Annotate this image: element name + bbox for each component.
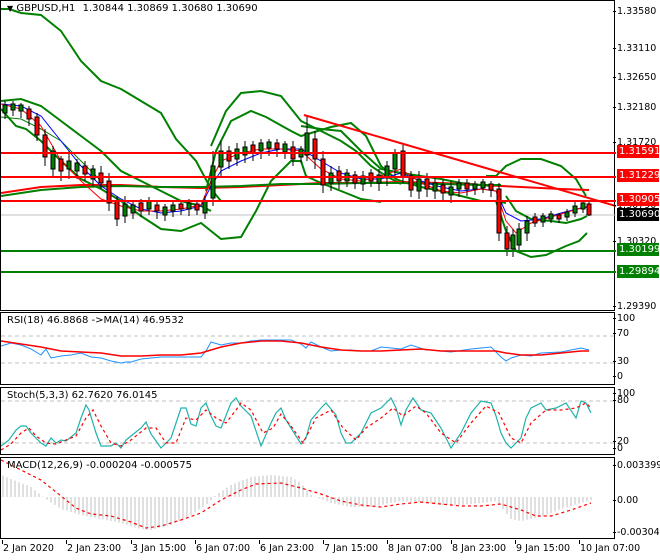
time-tick: 8 Jan 23:00 [452, 543, 507, 554]
time-tick: 9 Jan 15:00 [516, 543, 571, 554]
time-tick: 3 Jan 15:00 [132, 543, 187, 554]
macd-canvas [1, 459, 592, 530]
macd-pane[interactable]: MACD(12,26,9) -0.000204 -0.000575 [0, 457, 615, 539]
current-price-tag: 1.30690 [617, 208, 660, 221]
stochastic-pane[interactable]: Stoch(5,3,3) 62.7620 76.0145 [0, 387, 616, 455]
rsi-title: RSI(18) 46.8868 ->MA(14) 46.9532 [7, 315, 184, 326]
time-tick: 7 Jan 15:00 [324, 543, 379, 554]
time-tick: 6 Jan 07:00 [196, 543, 251, 554]
macd-tick: -0.003046 [613, 527, 660, 538]
stochastic-canvas [1, 396, 616, 451]
price-tick: 1.31720 [612, 137, 657, 148]
price-tick: 1.32180 [612, 102, 657, 113]
candles [2, 101, 592, 257]
rsi-axis: 100 70 30 0 [612, 312, 660, 385]
time-tick: 10 Jan 07:00 [580, 543, 641, 554]
price-chart-pane[interactable]: ▼ GBPUSD,H1 1.30844 1.30869 1.30680 1.30… [0, 0, 616, 311]
price-tick: 1.33110 [612, 43, 657, 54]
level-tag-resistance: 1.30905 [617, 193, 660, 206]
triangle-down-icon[interactable]: ▼ [7, 4, 14, 13]
price-chart-canvas [1, 8, 616, 273]
rsi-tick: 30 [612, 356, 630, 367]
rsi-tick: 100 [612, 313, 636, 324]
time-axis: 2 Jan 2020 2 Jan 23:00 3 Jan 15:00 6 Jan… [0, 540, 660, 560]
stoch-tick: 80 [612, 395, 630, 406]
time-tick: 6 Jan 23:00 [260, 543, 315, 554]
price-tick: 1.30320 [612, 236, 657, 247]
rsi-pane[interactable]: RSI(18) 46.8868 ->MA(14) 46.9532 [0, 312, 616, 385]
level-tag-support: 1.30199 [617, 243, 660, 256]
level-tag-support: 1.29894 [617, 265, 660, 278]
stoch-tick: 100 [612, 388, 636, 399]
stoch-tick: 0 [612, 443, 624, 454]
stoch-tick: 20 [612, 436, 630, 447]
stochastic-axis: 100 80 20 0 [612, 387, 660, 455]
macd-tick: 0.003399 [612, 460, 660, 471]
rsi-canvas [1, 335, 616, 364]
rsi-tick: 70 [612, 328, 630, 339]
level-tag-resistance: 1.31591 [617, 145, 660, 158]
time-tick: 2 Jan 23:00 [67, 543, 122, 554]
time-tick: 2 Jan 2020 [3, 543, 54, 554]
symbol-timeframe: GBPUSD,H1 [16, 3, 76, 14]
chart-header: ▼ GBPUSD,H1 1.30844 1.30869 1.30680 1.30… [7, 3, 258, 14]
price-tick: 1.32650 [612, 72, 657, 83]
price-tick: 1.29390 [612, 301, 657, 312]
rsi-tick: 0 [612, 371, 624, 382]
macd-title: MACD(12,26,9) -0.000204 -0.000575 [7, 460, 192, 471]
level-tag-resistance: 1.31229 [617, 169, 660, 182]
macd-tick: 0.00 [612, 495, 639, 506]
price-tick: 1.33580 [612, 6, 657, 17]
macd-axis: 0.003399 0.00 -0.003046 [612, 457, 660, 539]
time-tick: 8 Jan 07:00 [388, 543, 443, 554]
ohlc-values: 1.30844 1.30869 1.30680 1.30690 [82, 3, 258, 14]
stochastic-title: Stoch(5,3,3) 62.7620 76.0145 [7, 390, 158, 401]
